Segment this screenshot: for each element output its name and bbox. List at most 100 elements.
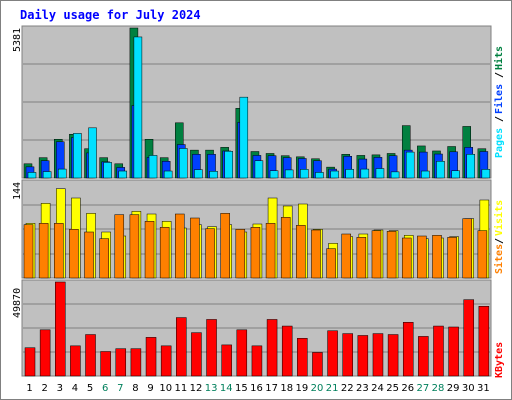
legend-hits: Hits	[494, 45, 505, 70]
x-tick-label: 4	[71, 383, 79, 394]
bar-kbytes	[251, 345, 263, 377]
legend-kbytes: KBytes	[494, 341, 505, 378]
bar-pages	[284, 169, 294, 179]
x-tick-label: 8	[132, 383, 139, 394]
bar-kbytes	[372, 333, 384, 377]
bar-sites	[432, 235, 442, 279]
bar-sites	[84, 231, 94, 279]
bar-pages	[224, 150, 233, 179]
bar-kbytes	[266, 319, 278, 377]
bar-sites	[54, 223, 64, 279]
legend-separator: /	[494, 115, 505, 122]
bar-kbytes	[281, 325, 293, 377]
bar-kbytes	[463, 299, 474, 377]
bar-sites	[114, 214, 125, 279]
x-tick-label: 26	[401, 383, 415, 394]
bar-kbytes	[402, 322, 414, 377]
bar-sites	[371, 230, 382, 279]
x-tick-label: 10	[159, 383, 173, 394]
bar-pages	[118, 170, 128, 179]
bar-kbytes	[100, 351, 111, 377]
bar-kbytes	[236, 329, 248, 377]
bar-pages	[300, 169, 309, 179]
x-tick-label: 2	[41, 383, 48, 394]
bar-kbytes	[342, 333, 353, 377]
bar-sites	[311, 229, 321, 279]
bar-pages	[163, 170, 173, 179]
bar-pages	[330, 170, 339, 179]
bar-sites	[447, 237, 457, 279]
x-tick-label: 27	[416, 383, 430, 394]
x-tick-label: 29	[446, 383, 460, 394]
x-tick-label: 31	[477, 383, 490, 394]
bar-sites	[326, 248, 336, 279]
x-tick-label: 20	[310, 383, 324, 394]
bar-kbytes	[130, 348, 142, 377]
x-tick-label: 17	[265, 383, 278, 394]
x-tick-label: 16	[250, 383, 263, 394]
bar-sites	[220, 213, 230, 279]
bar-sites	[296, 225, 306, 279]
bar-sites	[38, 223, 49, 279]
bar-pages	[390, 171, 400, 179]
bar-sites	[175, 213, 185, 279]
x-tick-label: 18	[280, 383, 294, 394]
bar-pages	[451, 170, 460, 179]
y-max-label-visits: 144	[12, 181, 23, 200]
x-tick-label: 15	[234, 383, 248, 394]
bar-pages	[133, 36, 143, 179]
bar-sites	[144, 221, 155, 279]
legend-separator: /	[494, 71, 505, 78]
bar-kbytes	[55, 281, 66, 377]
bar-sites	[280, 217, 291, 279]
bar-pages	[481, 169, 491, 179]
bar-sites	[129, 214, 140, 279]
bar-sites	[386, 231, 397, 279]
bar-kbytes	[357, 335, 369, 377]
bar-kbytes	[70, 345, 81, 377]
bar-kbytes	[433, 325, 444, 377]
chart-title: Daily usage for July 2024	[20, 8, 201, 22]
bar-pages	[466, 154, 475, 179]
x-tick-label: 23	[356, 383, 369, 394]
x-tick-label: 6	[102, 383, 109, 394]
bar-pages	[360, 168, 370, 179]
bar-sites	[190, 217, 200, 279]
bar-kbytes	[176, 317, 187, 377]
bar-kbytes	[387, 334, 399, 377]
bar-pages	[73, 133, 82, 179]
legend-files: Files	[494, 83, 505, 114]
bar-pages	[194, 169, 203, 179]
bar-sites	[462, 218, 472, 279]
x-tick-label: 11	[174, 383, 188, 394]
bar-sites	[250, 227, 261, 279]
bar-kbytes	[206, 319, 217, 377]
x-tick-label: 14	[219, 383, 233, 394]
bar-sites	[235, 229, 246, 279]
bar-kbytes	[24, 347, 36, 377]
bar-pages	[269, 170, 279, 179]
x-tick-label: 19	[295, 383, 309, 394]
bar-sites	[341, 233, 351, 279]
x-tick-label: 21	[325, 383, 339, 394]
bar-pages	[27, 172, 37, 179]
x-tick-label: 28	[431, 383, 445, 394]
bar-sites	[417, 235, 427, 279]
bar-kbytes	[448, 326, 459, 377]
bar-sites	[401, 237, 412, 279]
bar-sites	[159, 227, 170, 279]
x-tick-label: 7	[117, 383, 124, 394]
y-max-label-hits: 5381	[12, 27, 23, 52]
bar-kbytes	[478, 306, 490, 377]
bar-pages	[405, 151, 415, 179]
x-tick-label: 3	[56, 383, 63, 394]
bar-kbytes	[221, 344, 232, 377]
bar-sites	[23, 224, 34, 279]
x-tick-label: 1	[26, 383, 33, 394]
x-tick-label: 22	[340, 383, 354, 394]
bar-pages	[345, 169, 354, 179]
x-tick-label: 30	[461, 383, 475, 394]
bar-pages	[239, 96, 249, 179]
bar-pages	[436, 161, 445, 179]
